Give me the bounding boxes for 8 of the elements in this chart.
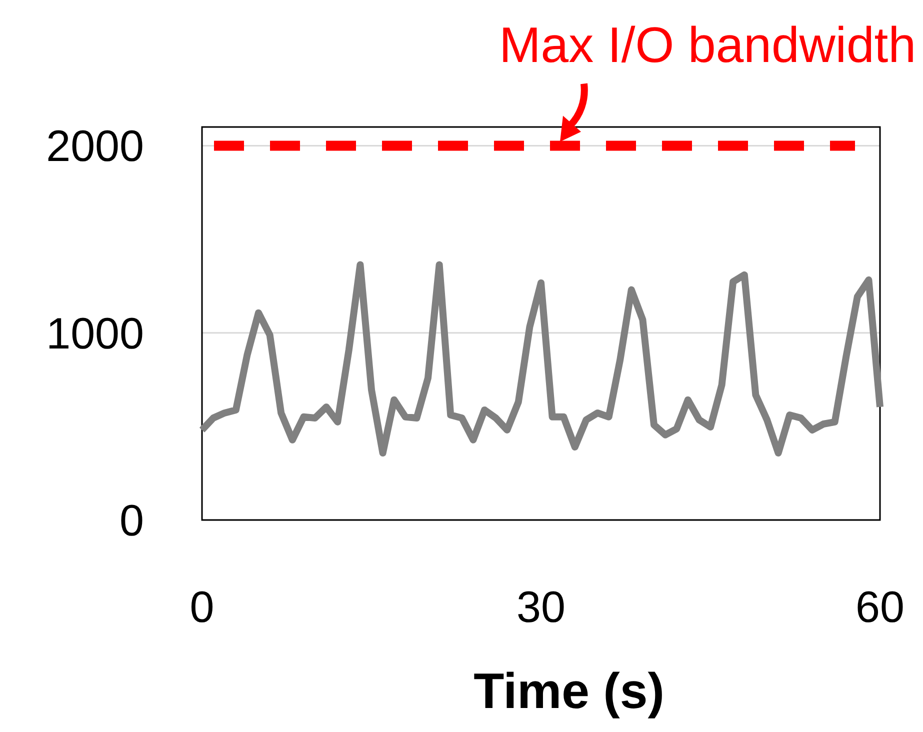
- ref-line-label: Max I/O bandwidth: [499, 17, 916, 73]
- x-tick-label: 60: [856, 583, 904, 632]
- x-axis-title: Time (s): [474, 663, 664, 719]
- y-tick-label: 2000: [46, 122, 144, 172]
- x-tick-label: 0: [190, 583, 214, 632]
- x-tick-label: 30: [516, 583, 566, 632]
- y-tick-label: 1000: [46, 309, 144, 358]
- y-tick-label: 0: [120, 496, 144, 546]
